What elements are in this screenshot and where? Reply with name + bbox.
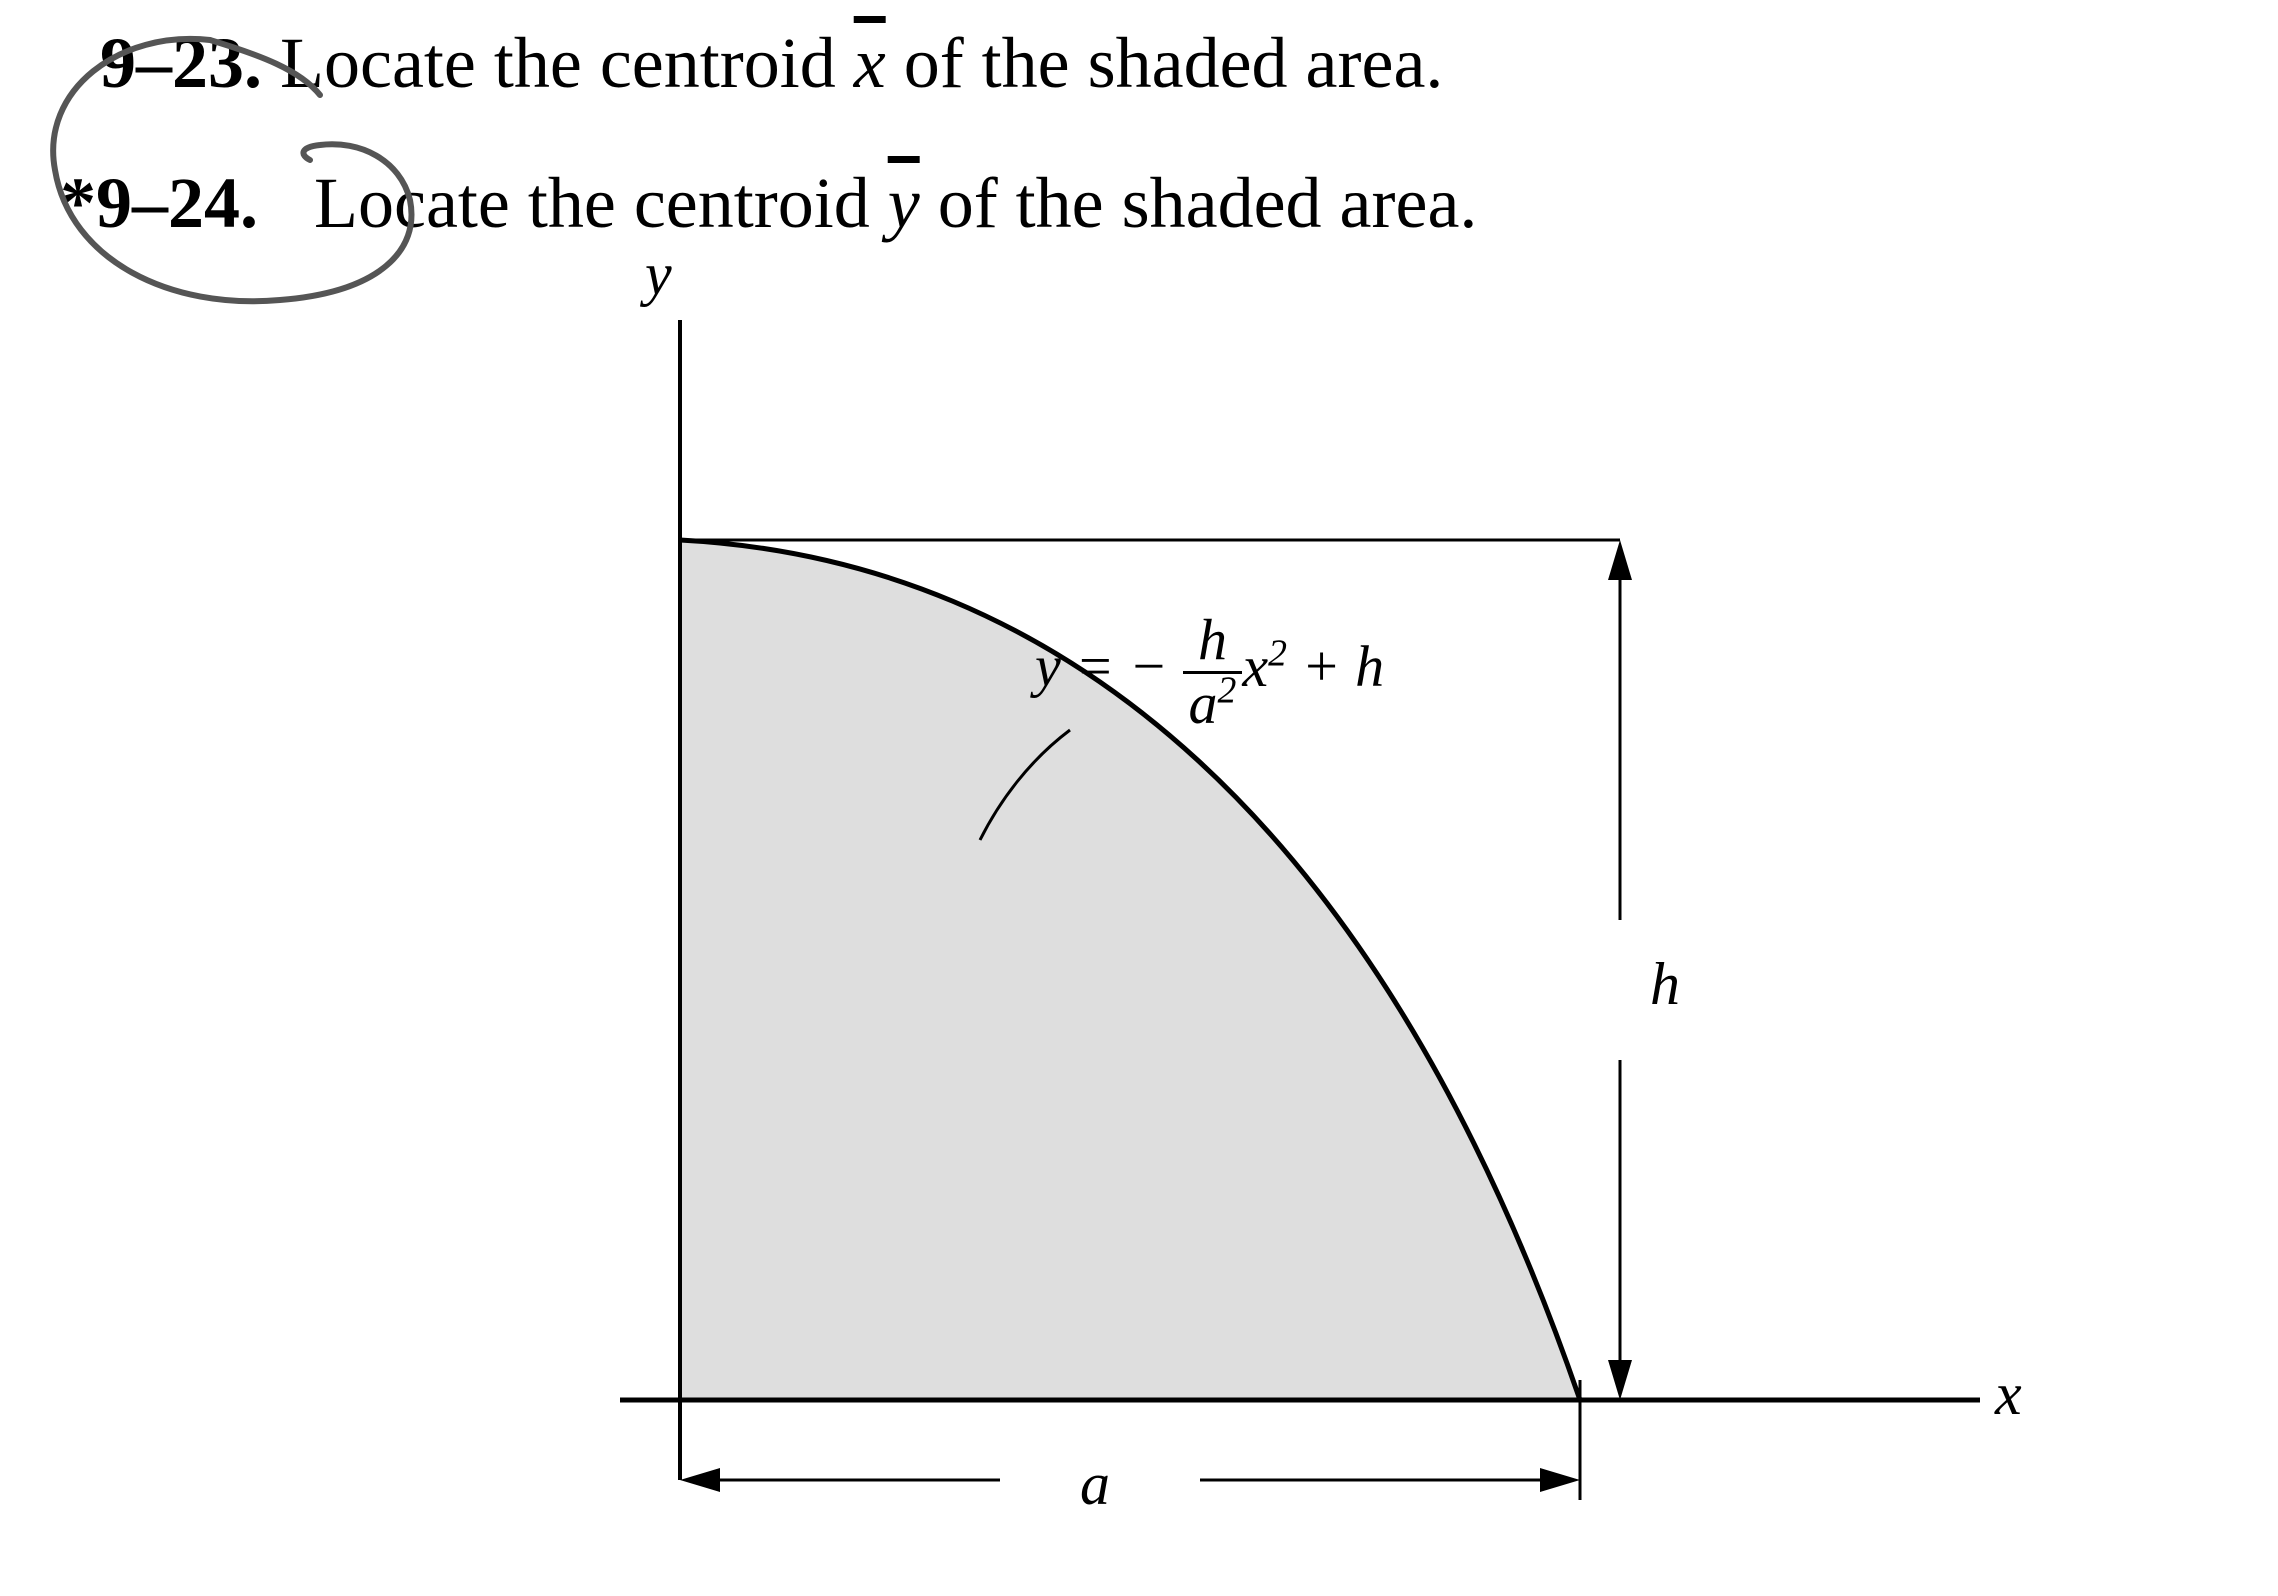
eq-neg: − xyxy=(1129,634,1168,699)
hand-annotation xyxy=(0,0,600,400)
y-axis-label: y xyxy=(645,240,672,309)
curve-equation: y = − h a2 x2 + h xyxy=(1035,610,1384,735)
eq-frac-den: a2 xyxy=(1183,674,1243,735)
diagram-svg xyxy=(560,300,2060,1550)
eq-prefix: y = xyxy=(1035,634,1114,699)
page: 9–23. Locate the centroid x of the shade… xyxy=(0,0,2278,1596)
eq-fraction: h a2 xyxy=(1183,610,1243,735)
diagram: y x a h y = − h a2 x2 + h xyxy=(560,300,2060,1550)
eq-tail: + h xyxy=(1301,634,1384,699)
h-dim-arrow-top xyxy=(1608,540,1632,580)
problem-2-text-b: of the shaded area. xyxy=(920,163,1478,243)
a-dim-arrow-right xyxy=(1540,1468,1580,1492)
eq-frac-num: h xyxy=(1183,610,1243,674)
problem-1-symbol: x xyxy=(854,23,886,103)
problem-1-text-b: of the shaded area. xyxy=(886,23,1444,103)
x-axis-label: x xyxy=(1995,1360,2022,1429)
eq-x2: x2 xyxy=(1242,634,1287,699)
problem-2-symbol: y xyxy=(888,163,920,243)
h-dim-label: h xyxy=(1650,950,1680,1019)
a-dim-arrow-left xyxy=(680,1468,720,1492)
h-dim-arrow-bot xyxy=(1608,1360,1632,1400)
a-dim-label: a xyxy=(1080,1450,1110,1519)
